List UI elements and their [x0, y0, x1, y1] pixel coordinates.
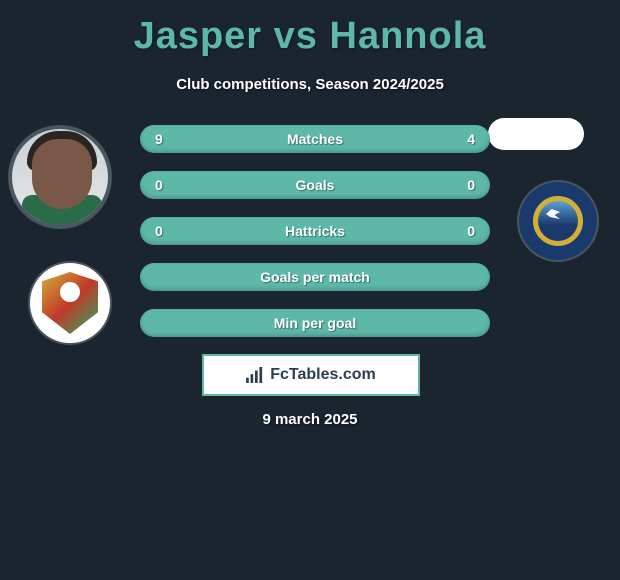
- stat-row-min-per-goal: Min per goal: [140, 309, 490, 337]
- stat-label: Hattricks: [285, 223, 345, 239]
- stat-left-value: 0: [155, 177, 163, 193]
- player1-name: Jasper: [134, 15, 263, 57]
- stat-row-goals: 0 Goals 0: [140, 171, 490, 199]
- badge-emblem: [538, 201, 578, 241]
- stat-label: Min per goal: [274, 315, 356, 331]
- branding-text: FcTables.com: [270, 366, 376, 384]
- branding-box: FcTables.com: [202, 354, 420, 396]
- stat-label: Goals: [296, 177, 335, 193]
- date-label: 9 march 2025: [0, 411, 620, 428]
- player2-name: Hannola: [330, 15, 487, 57]
- stat-row-hattricks: 0 Hattricks 0: [140, 217, 490, 245]
- bar-chart-icon: [246, 367, 264, 383]
- stat-row-matches: 9 Matches 4: [140, 125, 490, 153]
- stat-row-goals-per-match: Goals per match: [140, 263, 490, 291]
- vs-separator: vs: [274, 15, 318, 57]
- stat-right-value: 0: [467, 223, 475, 239]
- page-title: Jasper vs Hannola: [0, 0, 620, 58]
- stat-left-value: 9: [155, 131, 163, 147]
- player1-club-badge: [28, 261, 112, 345]
- player-face: [32, 139, 92, 209]
- player2-club-badge: [517, 180, 599, 262]
- stat-left-value: 0: [155, 223, 163, 239]
- subtitle: Club competitions, Season 2024/2025: [0, 76, 620, 93]
- badge-ring: [530, 193, 586, 249]
- stat-label: Matches: [287, 131, 343, 147]
- stats-container: 9 Matches 4 0 Goals 0 0 Hattricks 0 Goal…: [140, 125, 490, 355]
- stat-label: Goals per match: [260, 269, 370, 285]
- stat-right-value: 0: [467, 177, 475, 193]
- stat-right-value: 4: [467, 131, 475, 147]
- player2-avatar-placeholder: [488, 118, 584, 150]
- player1-avatar: [8, 125, 112, 229]
- shield-icon: [42, 272, 98, 334]
